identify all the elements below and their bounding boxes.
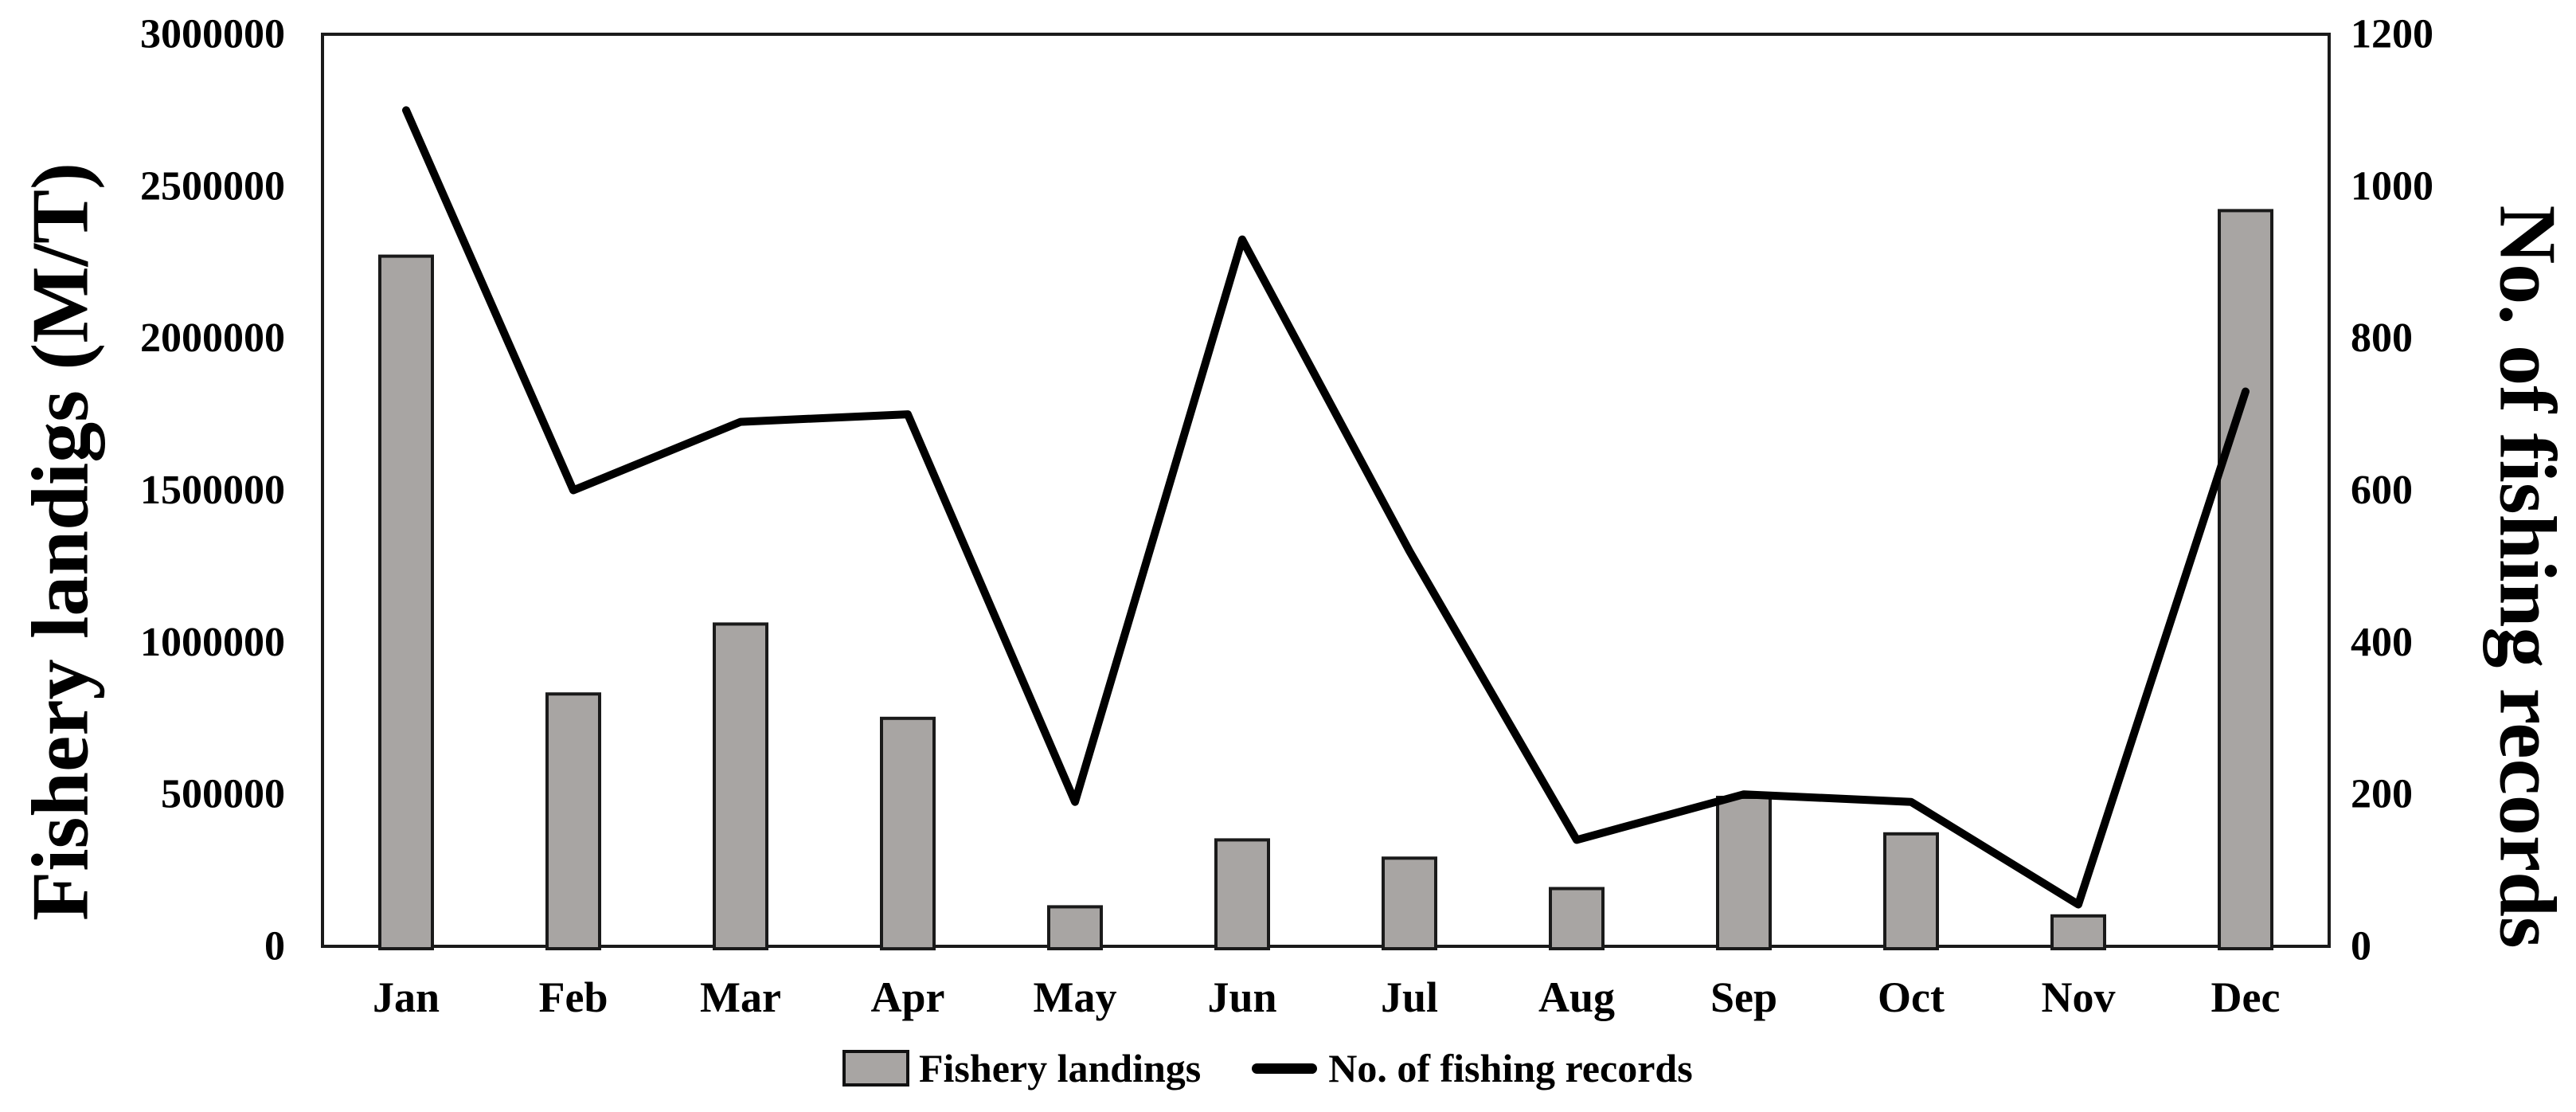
- bar-jan: [378, 254, 434, 951]
- bar-aug: [1549, 887, 1605, 950]
- bar-may: [1047, 905, 1103, 951]
- right-axis-tick-label: 1200: [2351, 12, 2433, 57]
- right-axis-tick-label: 200: [2351, 772, 2413, 817]
- month-label-feb: Feb: [539, 973, 608, 1021]
- fishing-records-line: [402, 106, 2250, 909]
- bar-sep: [1716, 796, 1772, 950]
- bar-nov: [2050, 914, 2106, 951]
- left-axis-tick-label: 2500000: [140, 163, 285, 209]
- left-axis-tick-label: 2000000: [140, 315, 285, 361]
- left-axis-tick-label: 3000000: [140, 12, 285, 57]
- month-label-apr: Apr: [871, 973, 945, 1021]
- bar-series-swatch: [842, 1050, 909, 1087]
- month-label-jul: Jul: [1381, 973, 1438, 1021]
- month-label-aug: Aug: [1538, 973, 1615, 1021]
- left-axis-tick-label: 500000: [161, 772, 285, 817]
- legend-label-fishery-landings: Fishery landings: [919, 1046, 1202, 1090]
- month-label-jan: Jan: [373, 973, 440, 1021]
- bar-jun: [1214, 838, 1270, 951]
- right-axis-tick-label: 1000: [2351, 163, 2433, 209]
- right-axis-tick-label: 0: [2351, 924, 2371, 969]
- bar-mar: [713, 622, 768, 951]
- month-label-nov: Nov: [2042, 973, 2116, 1021]
- bar-dec: [2218, 209, 2273, 950]
- line-series-swatch: [1252, 1063, 1318, 1074]
- right-axis-tick-label: 800: [2351, 315, 2413, 361]
- bar-oct: [1883, 832, 1939, 951]
- right-axis-tick-label: 400: [2351, 620, 2413, 665]
- bar-apr: [880, 716, 936, 951]
- legend-item-fishery-landings: Fishery landings: [842, 1045, 1201, 1091]
- right-axis-tick-label: 600: [2351, 468, 2413, 513]
- month-label-oct: Oct: [1878, 973, 1945, 1021]
- plot-border: [321, 33, 2331, 948]
- legend-label-fishing-records: No. of fishing records: [1328, 1046, 1693, 1090]
- left-axis-tick-label: 0: [264, 924, 285, 969]
- month-label-jun: Jun: [1207, 973, 1276, 1021]
- month-label-sep: Sep: [1710, 973, 1777, 1021]
- legend-item-fishing-records: No. of fishing records: [1252, 1045, 1693, 1091]
- month-label-may: May: [1034, 973, 1117, 1021]
- month-label-mar: Mar: [700, 973, 781, 1021]
- left-axis-tick-label: 1500000: [140, 468, 285, 513]
- month-label-dec: Dec: [2211, 973, 2281, 1021]
- left-axis-tick-label: 1000000: [140, 620, 285, 665]
- right-axis-title: No. of fishing records: [2483, 205, 2573, 948]
- left-axis-title: Fishery landigs (M/T): [16, 162, 106, 921]
- bar-jul: [1382, 856, 1437, 951]
- bar-feb: [545, 692, 601, 950]
- chart-legend: Fishery landings No. of fishing records: [842, 1045, 1693, 1091]
